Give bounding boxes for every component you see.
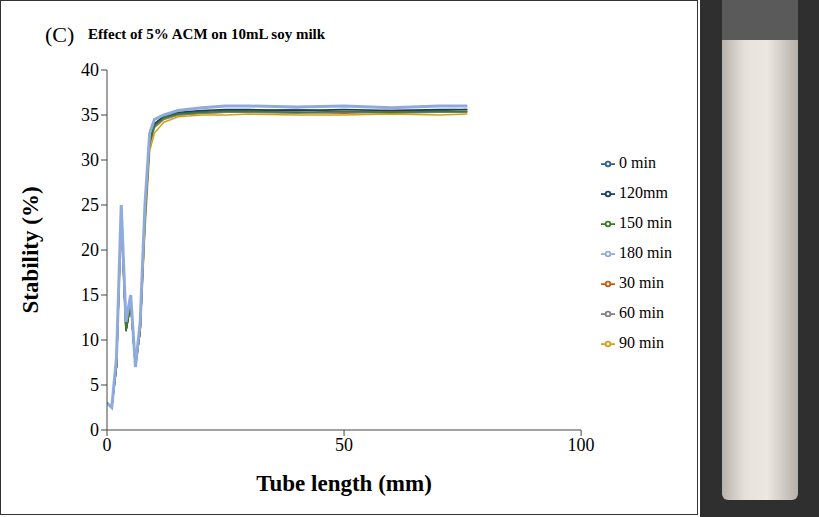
- html-text:60 min: 60 min: [619, 303, 664, 321]
- svg-text:5: 5: [90, 375, 99, 395]
- html-text:0 min: 0 min: [619, 153, 656, 171]
- svg-text:100: 100: [568, 435, 595, 455]
- svg-text:20: 20: [81, 240, 99, 260]
- html-text:Effect of 5% ACM on 10mL soy m: Effect of 5% ACM on 10mL soy milk: [88, 26, 326, 42]
- html-text:120mm: 120mm: [619, 183, 668, 201]
- html-text:150 min: 150 min: [619, 213, 672, 231]
- svg-text:0: 0: [103, 435, 112, 455]
- html-text:(C): (C): [45, 22, 75, 47]
- html-text:180 min: 180 min: [619, 243, 672, 261]
- html-text:90 min: 90 min: [619, 333, 664, 351]
- svg-text:Stability (%): Stability (%): [18, 186, 43, 313]
- svg-text:40: 40: [81, 60, 99, 80]
- html-text:30 min: 30 min: [619, 273, 664, 291]
- svg-text:15: 15: [81, 285, 99, 305]
- svg-text:50: 50: [335, 435, 353, 455]
- svg-text:30: 30: [81, 150, 99, 170]
- svg-text:25: 25: [81, 195, 99, 215]
- svg-text:35: 35: [81, 105, 99, 125]
- svg-text:10: 10: [81, 330, 99, 350]
- svg-text:0: 0: [90, 420, 99, 440]
- svg-text:Tube length (mm): Tube length (mm): [256, 471, 432, 496]
